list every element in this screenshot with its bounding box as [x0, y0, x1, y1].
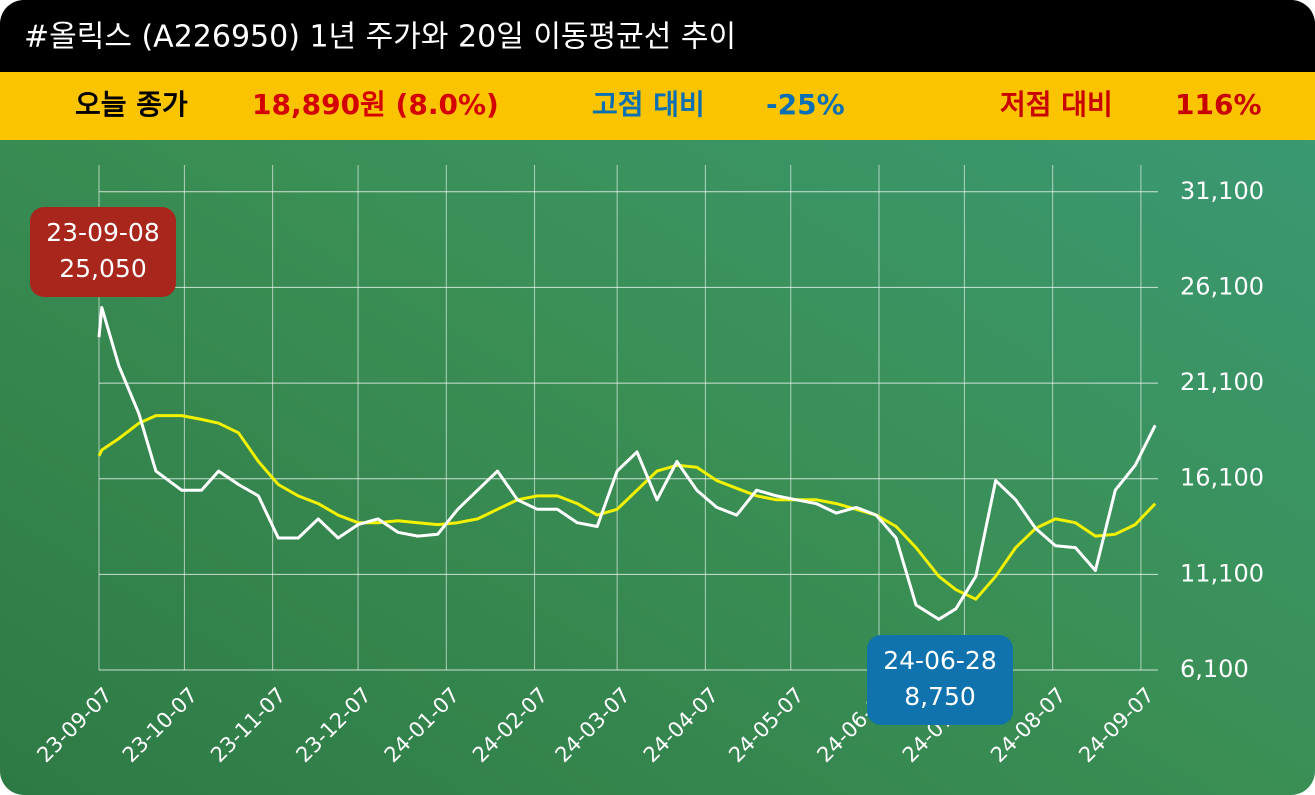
summary-label: 고점 대비 [592, 88, 705, 121]
chart-title: #올릭스 (A226950) 1년 주가와 20일 이동평균선 추이 [24, 20, 736, 55]
annotation-date: 23-09-08 [46, 218, 159, 247]
summary-label: 저점 대비 [1000, 88, 1113, 121]
annotation-value: 25,050 [59, 254, 146, 283]
summary: 오늘 종가 18,890원 (8.0%) 고점 대비 -25% 저점 대비 11… [75, 88, 1262, 121]
title-bar [0, 0, 1315, 72]
summary-value: 116% [1175, 88, 1262, 121]
annotation-date: 24-06-28 [883, 646, 996, 675]
y-tick-label: 11,100 [1180, 559, 1264, 587]
y-tick-label: 31,100 [1180, 177, 1264, 205]
y-tick-label: 6,100 [1180, 655, 1249, 683]
annotation-value: 8,750 [904, 682, 976, 711]
summary-value: 18,890원 (8.0%) [252, 88, 499, 121]
annotation-box [867, 635, 1013, 725]
summary-bar [0, 72, 1315, 140]
series-line [97, 306, 1157, 621]
y-tick-label: 21,100 [1180, 368, 1264, 396]
annotation: 23-09-08 25,050 [30, 207, 176, 297]
y-tick-label: 16,100 [1180, 464, 1264, 492]
summary-label: 오늘 종가 [75, 88, 188, 121]
annotation-box [30, 207, 176, 297]
y-tick-label: 26,100 [1180, 272, 1264, 300]
annotation: 24-06-28 8,750 [867, 635, 1013, 725]
series-line [97, 414, 1157, 601]
summary-value: -25% [766, 88, 845, 121]
